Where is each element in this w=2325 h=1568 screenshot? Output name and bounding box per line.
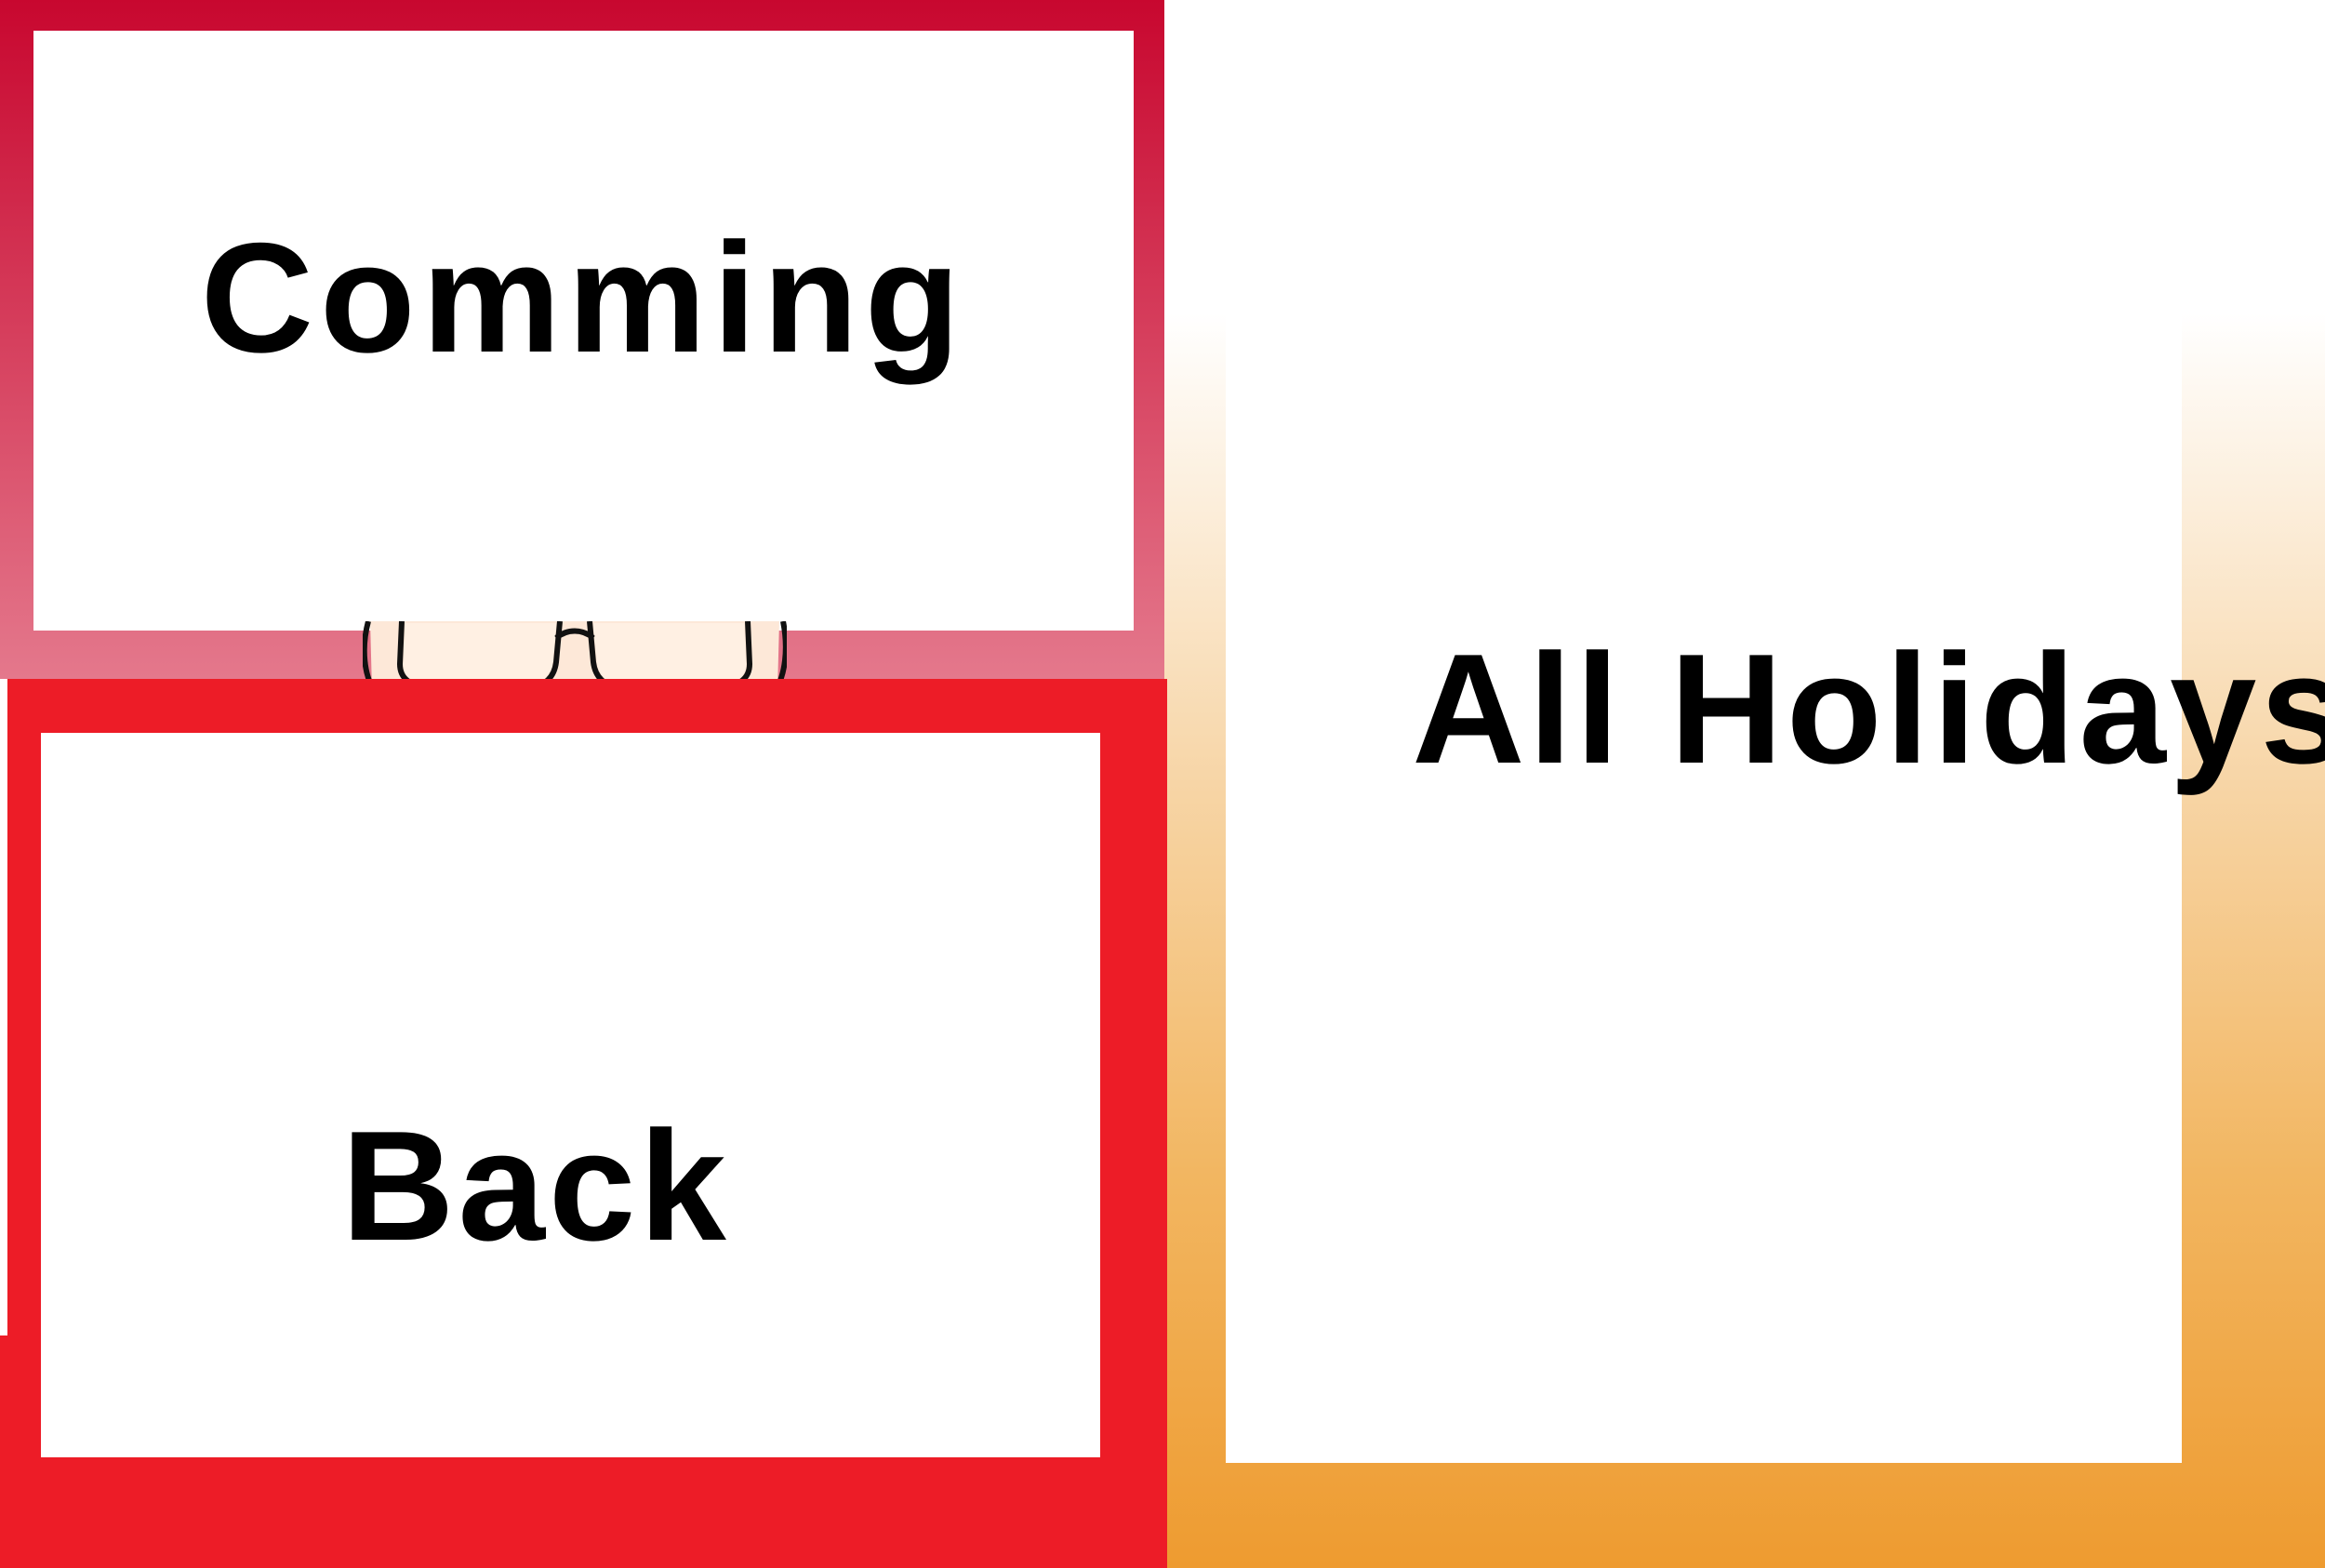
back-panel: Back <box>41 733 1100 1457</box>
all-holidays-label: All Holidays <box>1412 621 2325 796</box>
comming-label: Comming <box>200 210 967 385</box>
comming-tile[interactable]: Comming <box>0 0 1164 679</box>
all-holidays-panel <box>1226 279 2182 1463</box>
back-tile-edge <box>0 1335 7 1568</box>
all-holidays-tile[interactable]: All Holidays <box>1164 0 2325 1568</box>
back-label: Back <box>341 1098 730 1273</box>
back-tile[interactable]: Back <box>7 679 1167 1568</box>
comming-panel: Comming <box>33 31 1134 631</box>
cartoon-face-with-glasses-icon <box>363 621 787 690</box>
